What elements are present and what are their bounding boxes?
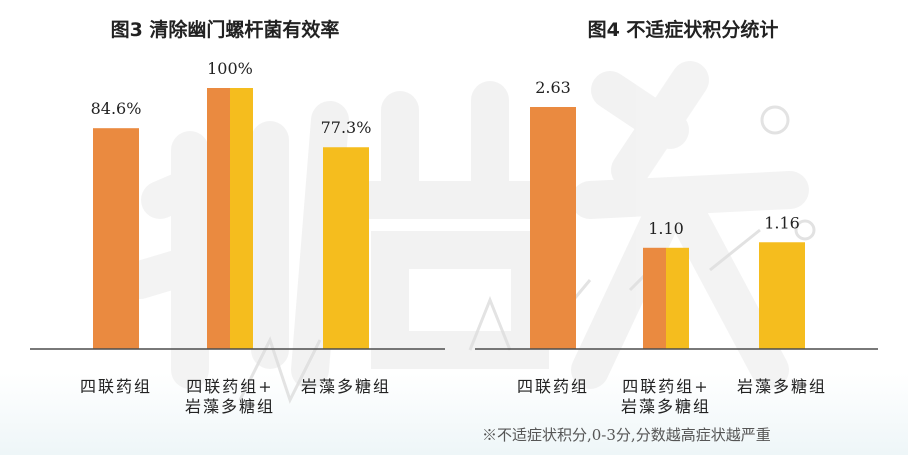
data-label-1-3: 77.3% [321, 118, 372, 137]
tick-label-2-2-line-2: 岩藻多糖组 [621, 397, 711, 416]
data-label-2-1: 2.63 [535, 78, 571, 97]
bar-2-2-part-2 [666, 247, 689, 349]
bar-1-3 [323, 147, 369, 349]
bar-2-1 [530, 107, 576, 349]
bar-2-3 [759, 242, 805, 349]
data-label-2-3: 1.16 [764, 213, 800, 232]
tick-label-1-2-line-1: 四联药组+ [186, 377, 273, 396]
footnote: ※不适症状积分,0-3分,分数越高症状越严重 [482, 426, 771, 444]
bar-1-2-part-1 [207, 88, 230, 349]
tick-label-2-2-line-1: 四联药组+ [622, 377, 709, 396]
data-label-2-2: 1.10 [648, 219, 684, 238]
bar-2-2-part-1 [643, 247, 666, 349]
tick-label-2-3-line-1: 岩藻多糖组 [737, 377, 827, 396]
tick-label-1-1-line-1: 四联药组 [80, 377, 152, 396]
chart-title-1: 图3 清除幽门螺杆菌有效率 [111, 18, 340, 41]
data-label-1-1: 84.6% [91, 99, 142, 118]
data-label-1-2: 100% [207, 59, 253, 78]
tick-label-1-2-line-2: 岩藻多糖组 [185, 397, 275, 416]
chart-title-2: 图4 不适症状积分统计 [588, 18, 779, 41]
tick-label-1-3-line-1: 岩藻多糖组 [301, 377, 391, 396]
bar-1-1 [93, 128, 139, 349]
bar-1-2-part-2 [230, 88, 253, 349]
tick-label-2-1-line-1: 四联药组 [517, 377, 589, 396]
